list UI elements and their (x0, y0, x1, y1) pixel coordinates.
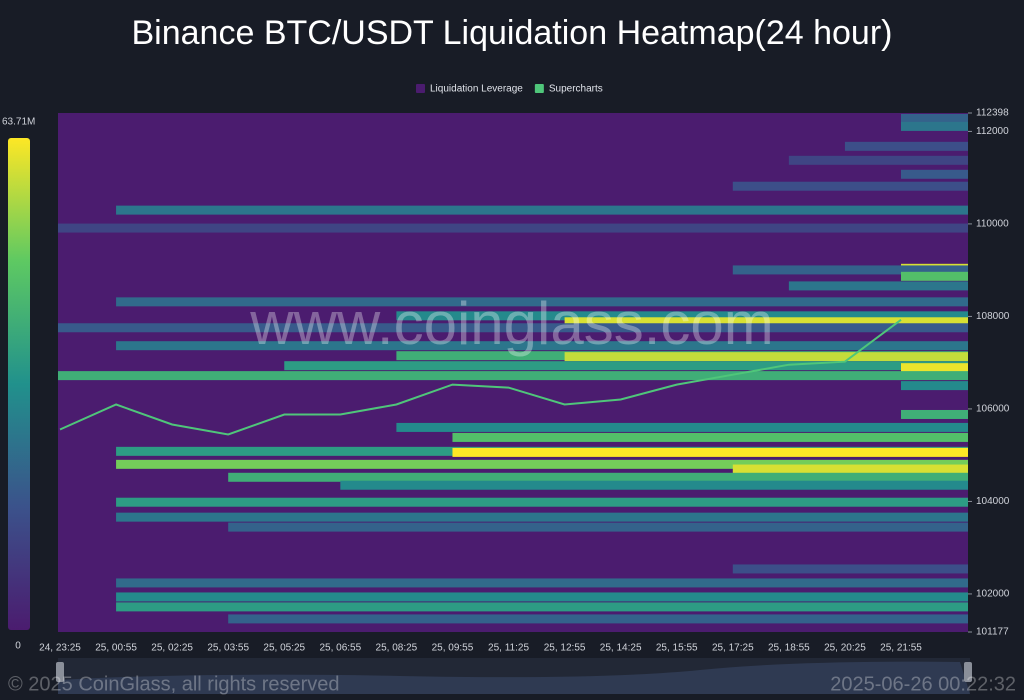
liquidation-band (564, 352, 968, 362)
x-tick-label: 25, 06:55 (319, 643, 361, 654)
navigator-handle[interactable] (56, 662, 64, 682)
price-line (59, 318, 902, 436)
liquidation-band (901, 121, 968, 131)
liquidation-band (228, 472, 968, 482)
x-tick-label: 25, 00:55 (95, 643, 137, 654)
color-bar (8, 138, 30, 630)
x-tick-label: 25, 05:25 (263, 643, 305, 654)
x-tick-label: 25, 15:55 (656, 643, 698, 654)
liquidation-band (116, 512, 969, 522)
liquidation-band (116, 297, 969, 307)
x-tick-label: 25, 18:55 (768, 643, 810, 654)
liquidation-band (732, 181, 968, 191)
liquidation-band (788, 155, 968, 165)
y-tick-label: 112000 (976, 126, 1009, 137)
liquidation-band (116, 205, 969, 215)
liquidation-band (396, 422, 968, 432)
heatmap (58, 113, 969, 624)
x-tick-label: 25, 03:55 (207, 643, 249, 654)
liquidation-band (901, 381, 968, 391)
liquidation-band (452, 447, 968, 457)
liquidation-band (58, 223, 968, 233)
y-tick-label: 112398 (976, 108, 1009, 119)
liquidation-band (396, 311, 968, 321)
liquidation-band (564, 317, 968, 327)
liquidation-band (732, 464, 968, 474)
timestamp: 2025-06-26 00:22:32 (830, 673, 1016, 695)
legend-label: Supercharts (549, 84, 603, 95)
color-bar-label: 0 (15, 641, 21, 652)
liquidation-band (732, 265, 968, 275)
liquidation-band (284, 361, 968, 371)
legend-swatch (534, 84, 544, 93)
liquidation-band (452, 432, 968, 442)
y-tick-label: 101177 (976, 627, 1009, 638)
x-tick-label: 24, 23:25 (39, 643, 81, 654)
x-tick-label: 25, 09:55 (432, 643, 474, 654)
axes: 0 63.71M 112398 112000 110000 108000 106000 104… (2, 108, 1010, 654)
x-tick-label: 25, 17:25 (712, 643, 754, 654)
liquidation-band (901, 409, 968, 419)
legend-label: Liquidation Leverage (430, 84, 523, 95)
liquidation-band (732, 564, 968, 574)
liquidation-band (116, 602, 969, 612)
y-tick-label: 102000 (976, 589, 1010, 600)
liquidation-band (58, 323, 968, 333)
liquidation-band (116, 578, 969, 588)
liquidation-band (228, 522, 968, 532)
x-tick-label: 25, 08:25 (376, 643, 418, 654)
liquidation-band (340, 480, 968, 490)
legend-swatch (416, 84, 425, 93)
liquidation-band (901, 113, 968, 123)
copyright: © 2025 CoinGlass, all rights reserved (8, 673, 340, 695)
color-bar-label: 63.71M (2, 117, 35, 128)
legend: Liquidation Leverage Supercharts (416, 84, 603, 95)
liquidation-band (116, 459, 969, 469)
liquidation-band (844, 141, 968, 151)
liquidation-band (116, 592, 969, 602)
navigator-area (58, 661, 970, 694)
navigator-handle[interactable] (964, 662, 972, 682)
x-tick-label: 25, 02:25 (151, 643, 193, 654)
liquidation-band (901, 363, 968, 373)
y-tick-label: 108000 (976, 311, 1010, 322)
x-tick-label: 25, 14:25 (600, 643, 642, 654)
liquidation-band (116, 497, 969, 507)
liquidation-band (901, 169, 968, 179)
chart-title: Binance BTC/USDT Liquidation Heatmap(24 … (132, 14, 893, 52)
liquidation-band (901, 271, 968, 281)
y-tick-label: 106000 (976, 404, 1010, 415)
liquidation-band (228, 614, 968, 624)
x-tick-label: 25, 20:25 (824, 643, 866, 654)
liquidation-band (116, 341, 969, 351)
x-tick-label: 25, 11:25 (488, 643, 529, 654)
x-tick-label: 25, 12:55 (544, 643, 586, 654)
x-tick-label: 25, 21:55 (880, 643, 922, 654)
liquidation-band (58, 371, 968, 381)
y-tick-label: 110000 (976, 219, 1009, 230)
y-tick-label: 104000 (976, 496, 1010, 507)
watermark: www.coinglass.com (249, 290, 774, 357)
liquidation-band (788, 281, 968, 291)
